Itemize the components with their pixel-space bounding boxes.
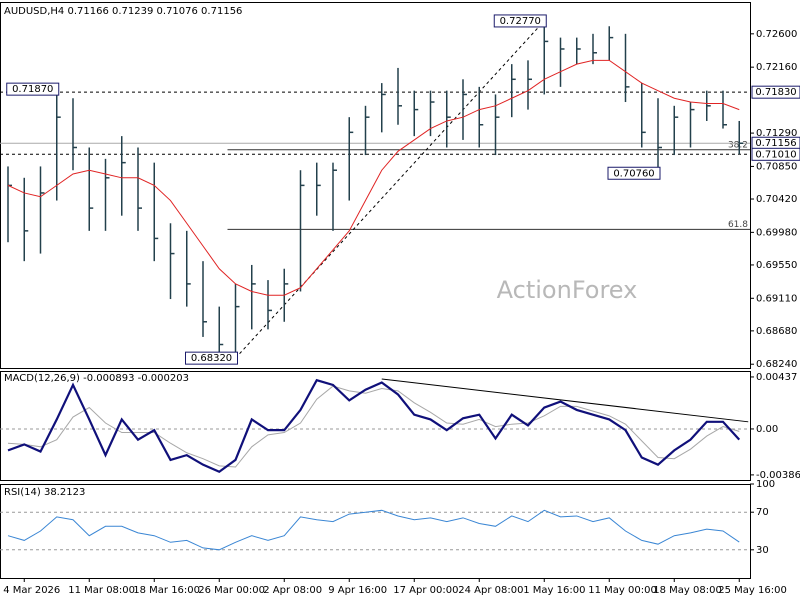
- y-tick-label: 0.70850: [756, 161, 797, 172]
- y-tick-label: 0.69110: [756, 293, 797, 304]
- price-label-box: [751, 147, 800, 161]
- y-tick-label: 0.69550: [756, 260, 797, 271]
- chart-title: AUDUSD,H4 0.71166 0.71239 0.71076 0.7115…: [4, 6, 242, 17]
- annotation: 0.68320: [191, 353, 232, 364]
- x-tick-label: 17 Apr 00:00: [393, 585, 458, 596]
- y-tick-label: 0.71290: [756, 128, 797, 139]
- y-tick-label: 30: [756, 545, 769, 556]
- macd-title: MACD(12,26,9) -0.000893 -0.000203: [4, 373, 189, 384]
- rsi-panel: [0, 484, 751, 579]
- y-tick-label: 0.00437: [756, 372, 797, 383]
- macd-panel: [0, 371, 751, 481]
- watermark: ActionForex: [497, 276, 638, 304]
- annotation: 0.70760: [613, 168, 654, 179]
- fib-label: 38.2: [728, 140, 748, 150]
- y-tick-label: -0.003861: [756, 470, 800, 481]
- y-tick-label: 0.70420: [756, 194, 797, 205]
- price-label-box: [751, 85, 800, 99]
- x-tick-label: 2 Apr 08:00: [263, 585, 322, 596]
- signal-line: [7, 385, 740, 468]
- x-tick-label: 18 May 08:00: [653, 585, 722, 596]
- x-tick-label: 4 Mar 2026: [3, 585, 60, 596]
- y-tick-label: 100: [756, 479, 775, 490]
- y-tick-label: 0.69980: [756, 227, 797, 238]
- x-tick-label: 24 Apr 08:00: [458, 585, 523, 596]
- x-tick-label: 11 Mar 08:00: [68, 585, 135, 596]
- y-tick-label: 0.72160: [756, 62, 797, 73]
- swing-line: [235, 20, 545, 359]
- rsi-line: [7, 509, 740, 551]
- x-tick-label: 1 May 16:00: [523, 585, 585, 596]
- y-tick-label: 0.68680: [756, 326, 797, 337]
- y-tick-label: 0.68240: [756, 359, 797, 370]
- x-tick-label: 11 May 00:00: [588, 585, 657, 596]
- y-tick-label: 0.72600: [756, 29, 797, 40]
- y-tick-label: 0.00: [756, 424, 778, 435]
- price-label: 0.71156: [755, 138, 796, 149]
- rsi-title: RSI(14) 38.2123: [4, 487, 85, 498]
- x-tick-label: 25 May 16:00: [718, 585, 787, 596]
- price-label: 0.71830: [755, 87, 796, 98]
- annotation-box: [493, 14, 547, 28]
- annotation: 0.72770: [500, 16, 541, 27]
- annotation-box: [185, 351, 238, 365]
- annotation-box: [607, 166, 661, 180]
- x-tick-label: 9 Apr 16:00: [328, 585, 387, 596]
- fib-label: 61.8: [728, 220, 748, 230]
- macd-trendline: [381, 378, 749, 423]
- annotation: 0.71870: [12, 84, 53, 95]
- y-tick-label: 70: [756, 507, 769, 518]
- x-tick-label: 18 Mar 16:00: [133, 585, 200, 596]
- x-tick-label: 26 Mar 00:00: [198, 585, 265, 596]
- price-label: 0.71010: [755, 149, 796, 160]
- moving-average: [7, 59, 740, 296]
- macd-line: [7, 378, 741, 474]
- price-panel: [0, 2, 751, 369]
- annotation-box: [6, 82, 60, 96]
